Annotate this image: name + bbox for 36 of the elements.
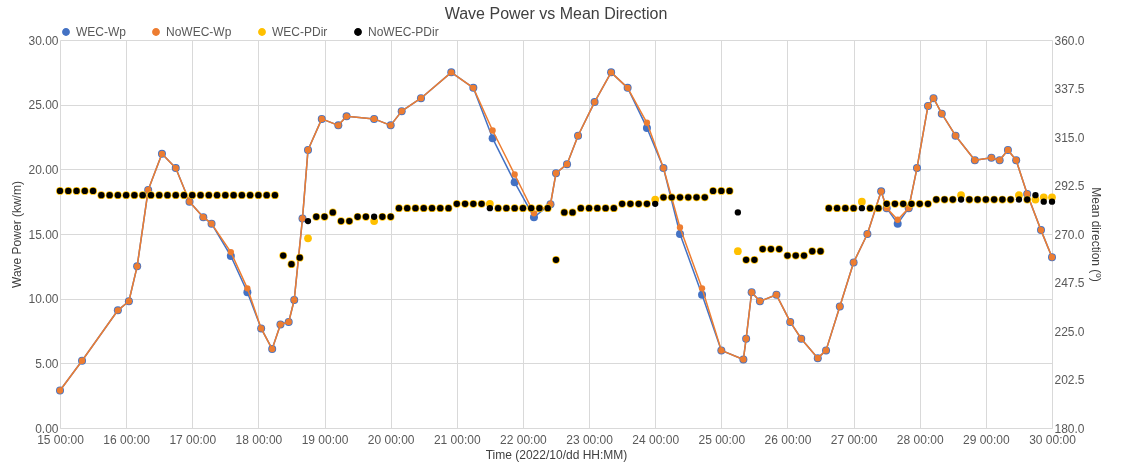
- y-tick-label: 15.00: [28, 227, 59, 242]
- y2-tick-label: 337.5: [1054, 82, 1085, 96]
- y2-tick-label: 225.0: [1054, 324, 1085, 339]
- x-tick-label: 18 00:00: [235, 432, 283, 447]
- y2-tick-label: 315.0: [1054, 130, 1085, 145]
- y2-tick-label: 247.5: [1054, 276, 1085, 290]
- legend-label: NoWEC-PDir: [368, 25, 439, 39]
- x-axis-title: Time (2022/10/dd HH:MM): [485, 447, 628, 462]
- x-tick-label: 19 00:00: [301, 432, 349, 447]
- x-tick-label: 25 00:00: [698, 432, 746, 447]
- y2-tick-label: 292.5: [1054, 179, 1085, 193]
- y2-tick-label: 270.0: [1054, 227, 1085, 242]
- legend-label: WEC-PDir: [272, 25, 328, 39]
- x-tick-label: 28 00:00: [896, 432, 944, 447]
- legend-label: WEC-Wp: [76, 25, 127, 39]
- y-tick-label: 5.00: [35, 356, 59, 371]
- x-tick-label: 16 00:00: [103, 432, 151, 447]
- x-tick-label: 24 00:00: [632, 432, 680, 447]
- x-tick-label: 23 00:00: [566, 432, 614, 447]
- chart-title: Wave Power vs Mean Direction: [444, 5, 668, 22]
- x-tick-label: 21 00:00: [433, 432, 481, 447]
- x-tick-label: 17 00:00: [169, 432, 217, 447]
- legend-label: NoWEC-Wp: [166, 25, 232, 39]
- y2-tick-label: 202.5: [1054, 373, 1085, 387]
- y-axis-title: Wave Power (kw/m): [10, 181, 25, 288]
- x-tick-label: 22 00:00: [500, 432, 548, 447]
- x-tick-label: 27 00:00: [830, 432, 878, 447]
- y-tick-label: 20.00: [28, 162, 59, 177]
- y-tick-label: 30.00: [28, 33, 59, 48]
- y2-axis-title: Mean direction (º): [1088, 187, 1103, 282]
- x-tick-label: 29 00:00: [963, 432, 1011, 447]
- y-tick-label: 25.00: [28, 98, 59, 113]
- y-tick-label: 10.00: [28, 292, 59, 307]
- x-tick-label: 26 00:00: [764, 432, 812, 447]
- y2-tick-label: 360.0: [1054, 33, 1085, 48]
- x-tick-label: 20 00:00: [367, 432, 415, 447]
